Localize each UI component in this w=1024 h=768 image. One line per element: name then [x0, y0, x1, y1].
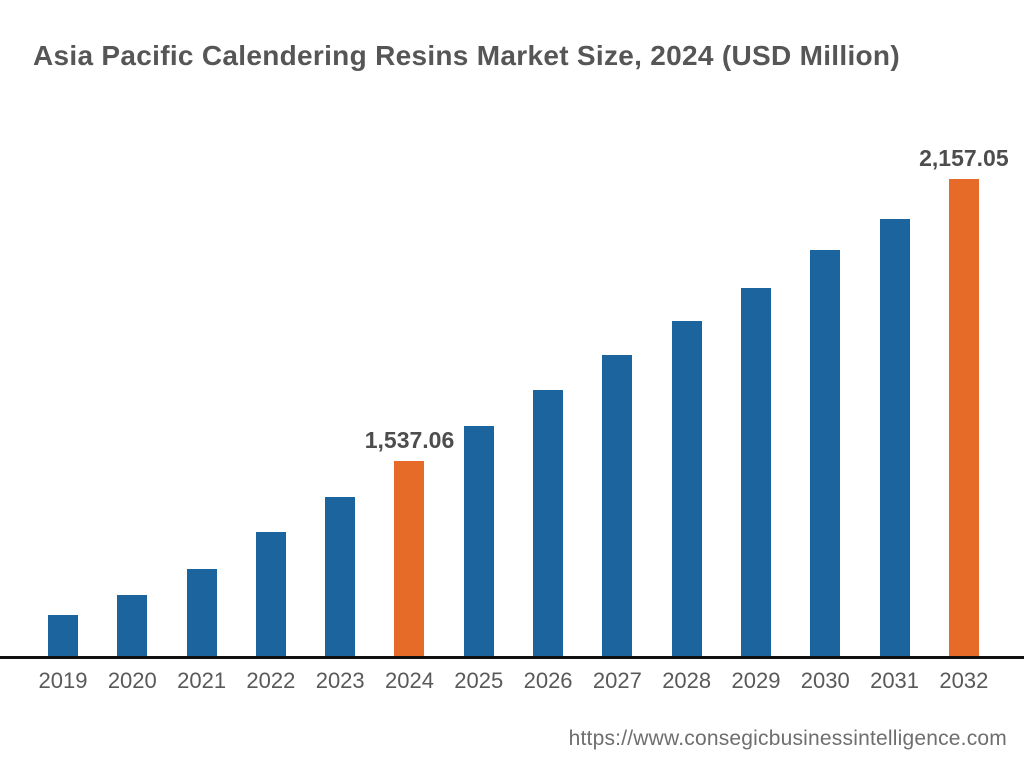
bar-2026 [533, 390, 564, 656]
x-tick-2030: 2030 [800, 668, 850, 693]
x-tick-2028: 2028 [662, 668, 712, 693]
bar-slot-2032: 2,157.05 2032 [919, 145, 1009, 693]
bar-slot-2025: 2025 [454, 426, 503, 693]
bar-slot-2027: 2027 [593, 355, 642, 693]
bar-slot-2023: 2023 [316, 497, 365, 693]
x-tick-2021: 2021 [177, 668, 227, 693]
bar-2019 [48, 615, 78, 656]
bar-slot-2020: 2020 [108, 595, 157, 693]
bar-2022 [255, 532, 286, 656]
bar-slot-2019: 2019 [39, 615, 87, 693]
bar-slot-2024: 1,537.06 2024 [365, 427, 455, 693]
bar-slot-2029: 2029 [731, 288, 780, 693]
data-label-2032: 2,157.05 [919, 145, 1009, 171]
plot-area: 2019 2020 2021 2022 2023 1,537.06 2024 2025 2026… [39, 91, 1009, 693]
x-tick-2025: 2025 [454, 668, 504, 693]
bar-2030 [810, 250, 841, 656]
x-axis-line [0, 656, 1024, 659]
chart-title: Asia Pacific Calendering Resins Market S… [33, 40, 900, 71]
x-tick-2029: 2029 [731, 668, 781, 693]
bar-2027 [602, 355, 633, 656]
bar-slot-2022: 2022 [246, 532, 295, 693]
bar-2020 [117, 595, 148, 656]
bar-2025 [463, 426, 494, 656]
bar-slot-2026: 2026 [524, 390, 573, 693]
x-tick-2031: 2031 [870, 668, 920, 693]
bar-2029 [740, 288, 771, 656]
x-tick-2019: 2019 [38, 668, 88, 693]
bar-2024 [394, 461, 425, 656]
source-url: https://www.consegicbusinessintelligence… [568, 727, 1007, 750]
x-tick-2023: 2023 [315, 668, 365, 693]
bar-2032 [948, 179, 979, 656]
bar-slot-2028: 2028 [662, 321, 711, 693]
bar-2021 [186, 569, 217, 656]
bar-slot-2030: 2030 [801, 250, 850, 693]
bar-slot-2021: 2021 [177, 569, 226, 693]
x-tick-2026: 2026 [523, 668, 573, 693]
x-tick-2027: 2027 [592, 668, 642, 693]
x-tick-2024: 2024 [385, 668, 434, 693]
data-label-2024: 1,537.06 [364, 427, 455, 453]
bar-slot-2031: 2031 [870, 219, 919, 693]
bar-2028 [671, 321, 702, 656]
x-tick-2022: 2022 [246, 668, 296, 693]
bar-2031 [879, 219, 910, 656]
bar-2023 [325, 497, 356, 656]
x-tick-2032: 2032 [939, 668, 989, 693]
x-tick-2020: 2020 [107, 668, 157, 693]
